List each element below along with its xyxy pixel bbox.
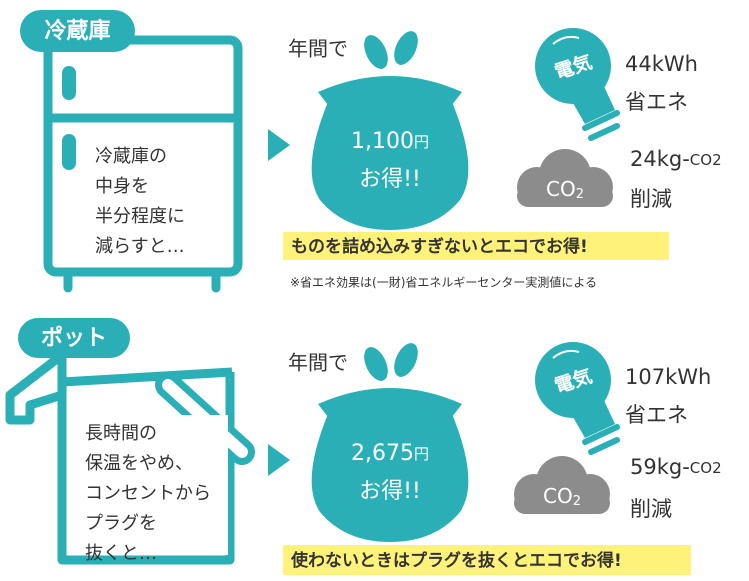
per-year: 年間で xyxy=(288,37,348,61)
energy-amount: 44kWh xyxy=(625,52,698,76)
purse-knob xyxy=(389,339,422,380)
purse-body xyxy=(312,403,469,542)
savings-amount: 1,100円 xyxy=(351,129,429,154)
purse-knob xyxy=(359,343,392,384)
cloud-label-sub: 2 xyxy=(573,494,581,509)
savings-unit: 円 xyxy=(414,133,429,151)
description-line: プラグを xyxy=(85,513,157,534)
purse-body xyxy=(312,91,469,230)
description-line: 半分程度に xyxy=(95,206,185,227)
description-line: 中身を xyxy=(95,176,149,197)
savings-amount-number: 2,675 xyxy=(351,441,414,466)
savings-unit: 円 xyxy=(414,445,429,463)
tag-label: ポット xyxy=(41,325,107,351)
arrow xyxy=(268,444,290,476)
co2-amount-number: 24kg- xyxy=(630,147,690,171)
highlight-text: 使わないときはプラグを抜くとエコでお得! xyxy=(290,550,622,571)
energy-label: 省エネ xyxy=(625,90,688,114)
savings-label: お得!! xyxy=(359,479,421,504)
description-line: 抜くと… xyxy=(85,543,157,564)
section: ポット長時間の保温をやめ、コンセントからプラグを抜くと…年間で2,675円お得!… xyxy=(10,318,722,575)
co2-label: 削減 xyxy=(630,187,672,211)
cloud-label-main: CO xyxy=(543,484,573,508)
savings-amount: 2,675円 xyxy=(351,441,429,466)
purse-knob xyxy=(359,31,392,72)
per-year: 年間で xyxy=(288,351,348,375)
co2-amount-number: 59kg- xyxy=(630,455,690,479)
cloud-label-main: CO xyxy=(546,177,576,201)
pot-spout xyxy=(10,355,62,420)
fridge-handle xyxy=(62,134,76,170)
description-line: 保温をやめ、 xyxy=(85,453,193,474)
description-line: 減らすと… xyxy=(95,236,185,257)
arrow xyxy=(268,129,290,161)
energy-amount: 107kWh xyxy=(625,365,711,389)
note: ※省エネ効果は(一財)省エネルギーセンター実測値による xyxy=(290,275,597,290)
description-line: 長時間の xyxy=(85,423,157,444)
tag-label: 冷蔵庫 xyxy=(44,18,110,44)
highlight-text: ものを詰め込みすぎないとエコでお得! xyxy=(291,236,588,257)
co2-label: 削減 xyxy=(630,497,672,521)
co2-amount: 59kg-CO2 xyxy=(630,455,722,479)
fridge-handle xyxy=(62,66,76,100)
description-line: コンセントから xyxy=(85,483,211,504)
purse-knob xyxy=(389,27,422,68)
co2-amount: 24kg-CO2 xyxy=(630,147,722,171)
bulb-thread xyxy=(591,440,617,452)
energy-label: 省エネ xyxy=(625,403,688,427)
infographic: 冷蔵庫冷蔵庫の中身を半分程度に減らすと…年間で1,100円お得!!電気44kWh… xyxy=(0,0,749,581)
co2-unit: CO2 xyxy=(690,459,722,477)
description-line: 冷蔵庫の xyxy=(95,146,167,167)
bulb-thread xyxy=(591,126,617,138)
savings-amount-number: 1,100 xyxy=(351,129,414,154)
cloud-label-sub: 2 xyxy=(576,187,584,202)
co2-unit: CO2 xyxy=(690,151,722,169)
savings-label: お得!! xyxy=(359,167,421,192)
